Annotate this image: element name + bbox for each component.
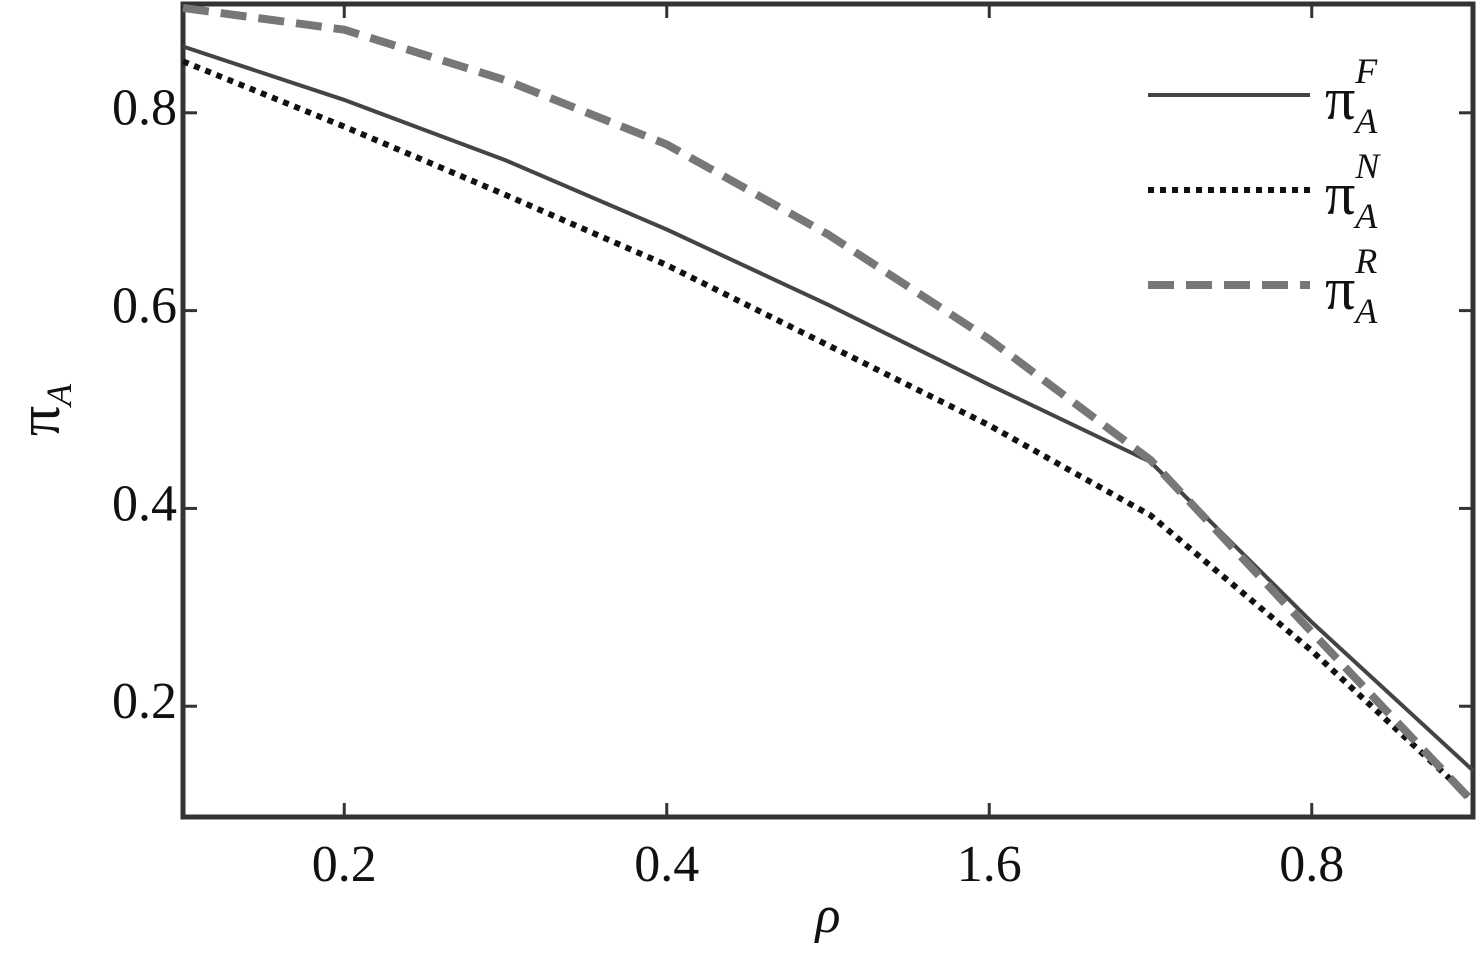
y-tick-label: 0.4 (112, 475, 177, 532)
x-tick-label: 1.6 (957, 836, 1022, 893)
x-tick-label: 0.8 (1279, 836, 1344, 893)
legend-label: πAF (1325, 51, 1378, 141)
line-series (182, 3, 1476, 805)
x-tick-label: 0.4 (634, 836, 699, 893)
line-series (182, 44, 1475, 772)
y-tick-label: 0.2 (112, 673, 177, 730)
y-axis-label: πA (6, 383, 80, 436)
legend-label: πAR (1325, 241, 1378, 331)
x-axis-label: ρ (814, 887, 841, 944)
x-tick-label: 0.2 (312, 836, 377, 893)
y-tick-label: 0.6 (112, 278, 177, 335)
y-tick-label: 0.8 (112, 80, 177, 137)
legend-label: πAN (1325, 146, 1381, 236)
plot-frame (180, 1, 1476, 820)
line-series (181, 58, 1476, 803)
